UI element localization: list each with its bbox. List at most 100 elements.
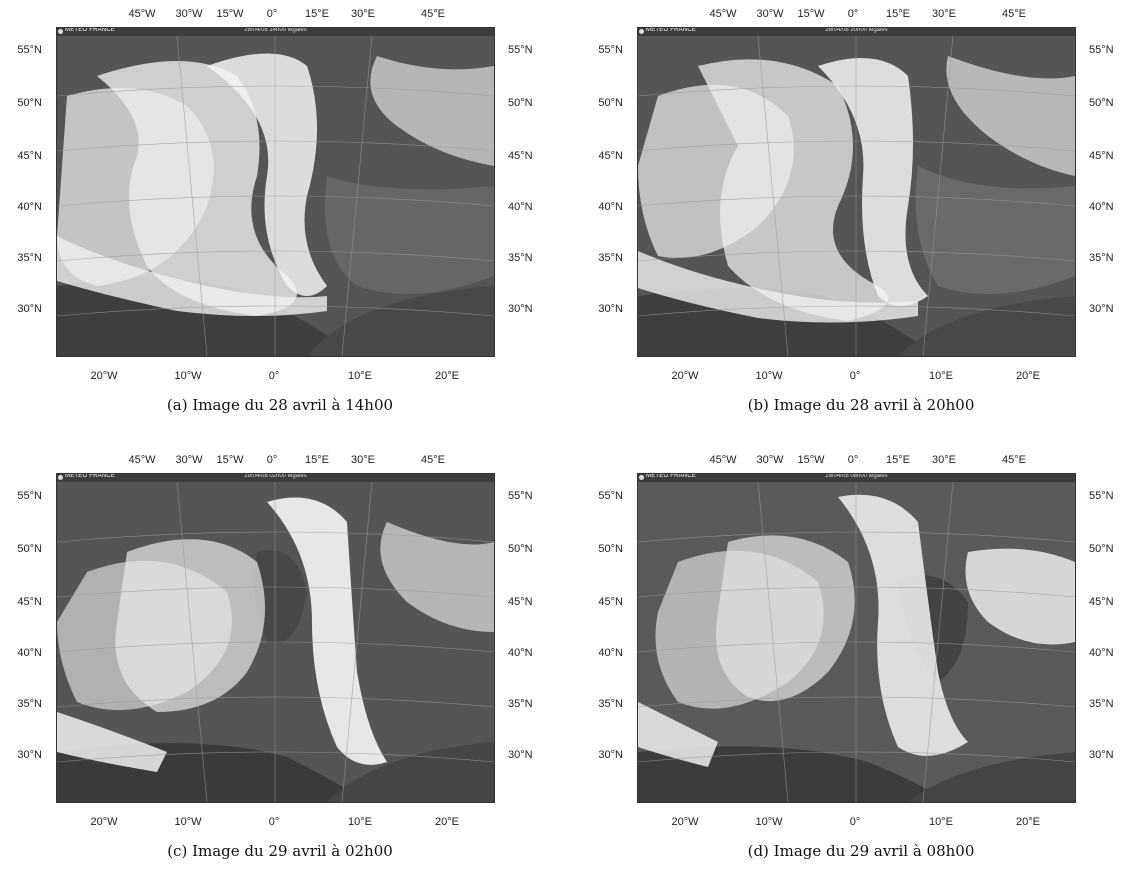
tick-label: 30°W [756,454,784,466]
image-header-bar: METEO FRANCE 29/04/08 02h00 légales [57,474,494,482]
tick-label: 15°E [886,454,910,466]
tick-label: 10°E [348,370,372,382]
tick-label: 10°W [755,816,783,828]
left-latitude-ticks: 55°N 50°N 45°N 40°N 35°N 30°N [0,0,50,446]
top-longitude-ticks: 45°W 30°W 15°W 0° 15°E 30°E 45°E [581,8,1141,24]
tick-label: 55°N [1089,44,1114,56]
right-latitude-ticks: 55°N 50°N 45°N 40°N 35°N 30°N [500,0,550,446]
tick-label: 30°W [756,8,784,20]
bottom-longitude-ticks: 20°W 10°W 0° 10°E 20°E [581,816,1141,832]
panel-caption: (a) Image du 28 avril à 14h00 [166,396,394,414]
tick-label: 20°E [435,370,459,382]
tick-label: 55°N [17,44,42,56]
bottom-longitude-ticks: 20°W 10°W 0° 10°E 20°E [0,816,560,832]
tick-label: 15°E [886,8,910,20]
tick-label: 10°W [174,816,202,828]
tick-label: 15°E [305,8,329,20]
top-longitude-ticks: 45°W 30°W 15°W 0° 15°E 30°E 45°E [0,454,560,470]
panel-caption: (c) Image du 29 avril à 02h00 [167,842,393,860]
top-longitude-ticks: 45°W 30°W 15°W 0° 15°E 30°E 45°E [0,8,560,24]
tick-label: 40°N [598,647,623,659]
right-latitude-ticks: 55°N 50°N 45°N 40°N 35°N 30°N [500,446,550,892]
tick-label: 40°N [17,201,42,213]
tick-label: 45°E [1002,454,1026,466]
tick-label: 45°E [1002,8,1026,20]
tick-label: 45°N [1089,150,1114,162]
meteo-france-logo: METEO FRANCE [57,27,116,34]
tick-label: 40°N [508,201,533,213]
bottom-longitude-ticks: 20°W 10°W 0° 10°E 20°E [0,370,560,386]
tick-label: 35°N [17,698,42,710]
tick-label: 30°N [1089,303,1114,315]
tick-label: 35°N [1089,252,1114,264]
meteo-france-logo: METEO FRANCE [57,473,116,480]
tick-label: 0° [847,8,859,20]
tick-label: 30°N [598,749,623,761]
meteo-france-logo: METEO FRANCE [638,473,697,480]
tick-label: 15°E [305,454,329,466]
tick-label: 45°W [128,454,156,466]
tick-label: 45°N [598,150,623,162]
tick-label: 0° [849,816,861,828]
image-timestamp: 28/04/08 20h00 légales [825,27,888,33]
tick-label: 20°E [435,816,459,828]
tick-label: 40°N [598,201,623,213]
tick-label: 30°N [508,303,533,315]
satellite-imagery [57,36,494,356]
tick-label: 30°N [508,749,533,761]
tick-label: 55°N [598,490,623,502]
tick-label: 55°N [508,44,533,56]
tick-label: 30°E [932,454,956,466]
tick-label: 15°W [797,8,825,20]
tick-label: 35°N [17,252,42,264]
right-latitude-ticks: 55°N 50°N 45°N 40°N 35°N 30°N [1081,0,1131,446]
satellite-image: METEO FRANCE 29/04/08 02h00 légales [56,473,495,803]
tick-label: 40°N [17,647,42,659]
meteo-france-logo: METEO FRANCE [638,27,697,34]
tick-label: 20°W [671,816,699,828]
tick-label: 55°N [17,490,42,502]
tick-label: 30°N [1089,749,1114,761]
satellite-imagery [57,482,494,802]
left-latitude-ticks: 55°N 50°N 45°N 40°N 35°N 30°N [581,446,631,892]
image-header-bar: METEO FRANCE 28/04/08 14h00 légales [57,28,494,36]
tick-label: 0° [268,816,280,828]
tick-label: 20°W [671,370,699,382]
tick-label: 55°N [1089,490,1114,502]
image-timestamp: 29/04/08 08h00 légales [825,473,888,479]
satellite-panel-b: 45°W 30°W 15°W 0° 15°E 30°E 45°E 55°N 50… [581,0,1141,446]
tick-label: 40°N [508,647,533,659]
tick-label: 50°N [17,543,42,555]
tick-label: 40°N [1089,647,1114,659]
tick-label: 20°E [1016,370,1040,382]
satellite-image: METEO FRANCE 28/04/08 14h00 légales [56,27,495,357]
tick-label: 15°W [797,454,825,466]
tick-label: 30°E [351,8,375,20]
satellite-imagery [638,482,1075,802]
tick-label: 10°E [929,816,953,828]
tick-label: 35°N [1089,698,1114,710]
tick-label: 20°W [90,370,118,382]
tick-label: 0° [268,370,280,382]
image-timestamp: 29/04/08 02h00 légales [244,473,307,479]
tick-label: 10°W [174,370,202,382]
left-latitude-ticks: 55°N 50°N 45°N 40°N 35°N 30°N [581,0,631,446]
satellite-image: METEO FRANCE 28/04/08 20h00 légales [637,27,1076,357]
tick-label: 35°N [598,252,623,264]
tick-label: 30°N [17,749,42,761]
tick-label: 45°W [709,8,737,20]
tick-label: 30°N [598,303,623,315]
tick-label: 35°N [508,252,533,264]
tick-label: 0° [266,8,278,20]
tick-label: 50°N [1089,97,1114,109]
tick-label: 45°E [421,454,445,466]
tick-label: 10°W [755,370,783,382]
tick-label: 35°N [508,698,533,710]
tick-label: 50°N [17,97,42,109]
tick-label: 10°E [929,370,953,382]
image-timestamp: 28/04/08 14h00 légales [244,27,307,33]
tick-label: 45°E [421,8,445,20]
satellite-panel-c: 45°W 30°W 15°W 0° 15°E 30°E 45°E 55°N 50… [0,446,560,892]
tick-label: 45°W [709,454,737,466]
tick-label: 15°W [216,8,244,20]
